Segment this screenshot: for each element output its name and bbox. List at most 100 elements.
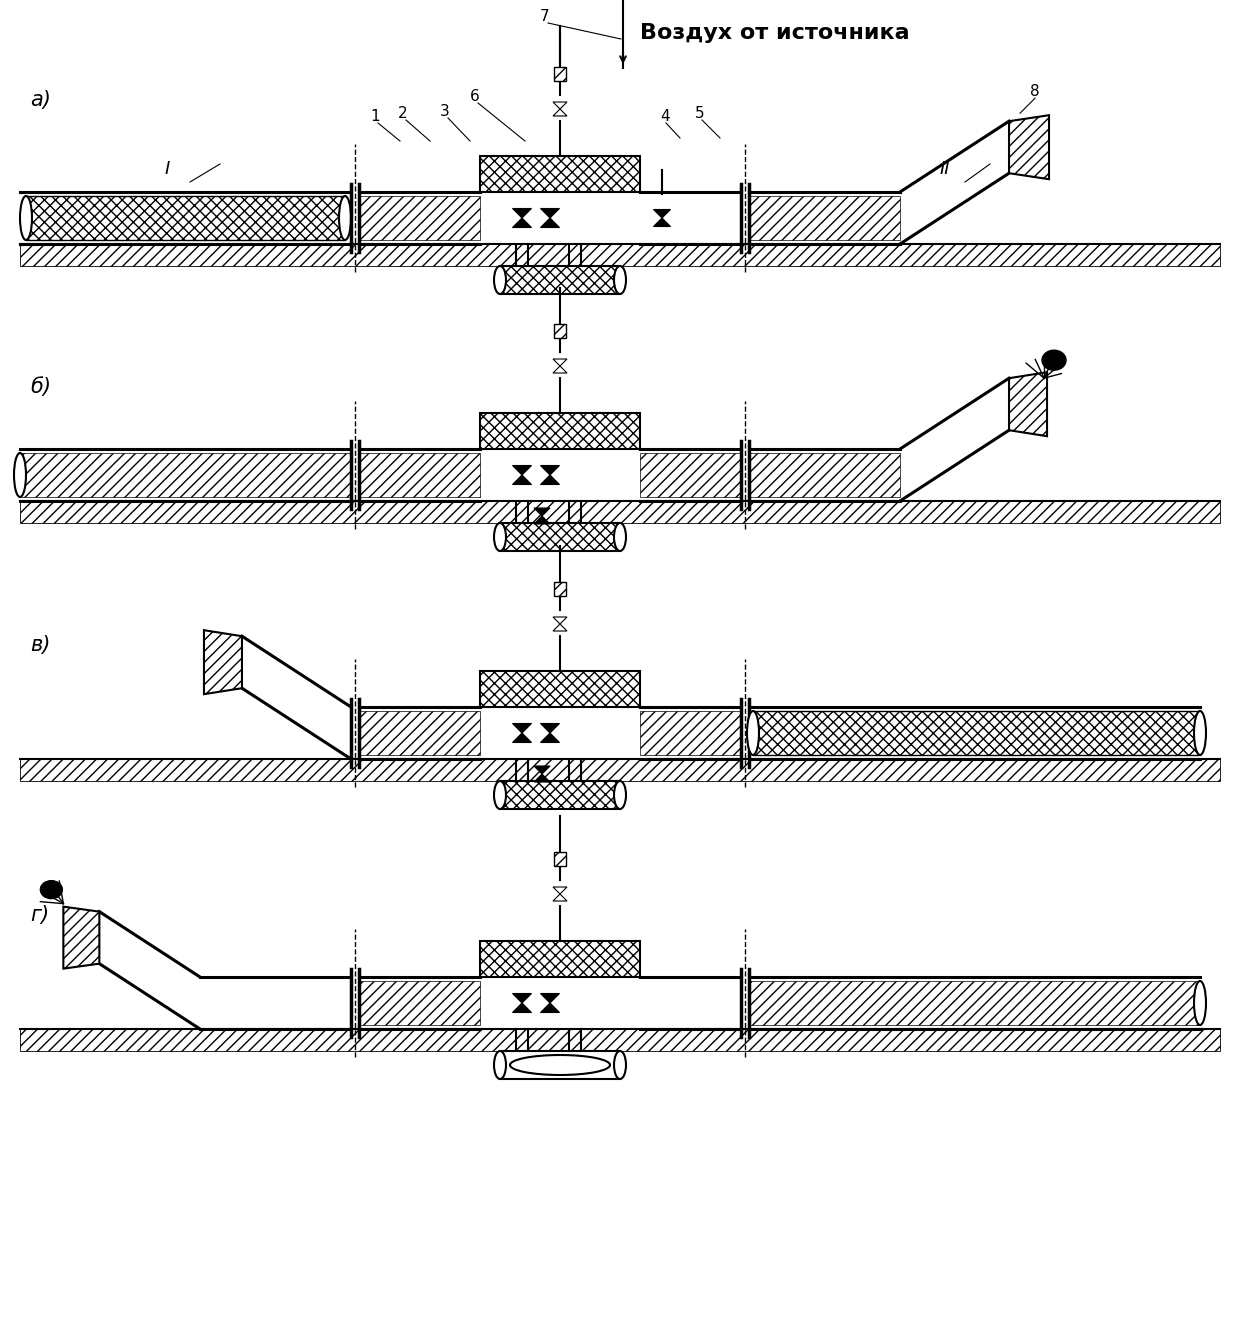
Polygon shape <box>540 733 559 742</box>
Bar <box>20 1029 1220 1050</box>
Polygon shape <box>534 774 550 782</box>
Text: 8: 8 <box>1030 84 1040 99</box>
Text: 3: 3 <box>439 104 449 119</box>
Bar <box>554 67 566 81</box>
Polygon shape <box>553 886 566 894</box>
Bar <box>554 67 566 81</box>
Text: II: II <box>940 160 950 179</box>
Ellipse shape <box>494 267 505 295</box>
Polygon shape <box>513 993 532 1002</box>
Text: 1: 1 <box>370 109 380 124</box>
Ellipse shape <box>494 1050 505 1078</box>
Text: Воздух от источника: Воздух от источника <box>640 23 910 43</box>
Bar <box>753 710 1200 754</box>
Bar <box>500 781 620 809</box>
Text: а): а) <box>30 91 51 111</box>
Bar <box>481 941 640 977</box>
Bar <box>749 981 1200 1025</box>
Bar <box>749 196 900 240</box>
Polygon shape <box>540 993 559 1002</box>
Bar <box>554 583 566 596</box>
Polygon shape <box>1008 115 1050 179</box>
Polygon shape <box>553 359 566 367</box>
Ellipse shape <box>1194 710 1206 754</box>
Ellipse shape <box>494 781 505 809</box>
Polygon shape <box>540 1002 559 1013</box>
Ellipse shape <box>1042 351 1066 371</box>
Bar <box>554 583 566 596</box>
Bar <box>481 670 640 706</box>
Text: 7: 7 <box>540 9 549 24</box>
Ellipse shape <box>494 523 505 551</box>
Ellipse shape <box>510 1054 610 1074</box>
Bar <box>481 413 640 449</box>
Bar <box>481 413 640 449</box>
Polygon shape <box>204 631 242 694</box>
Text: в): в) <box>30 635 50 655</box>
Text: 5: 5 <box>695 107 705 121</box>
Polygon shape <box>553 367 566 373</box>
Bar <box>359 981 481 1025</box>
Text: I: I <box>166 160 171 179</box>
Ellipse shape <box>339 196 351 240</box>
Bar <box>359 710 481 754</box>
Polygon shape <box>513 219 532 228</box>
Bar <box>753 710 1200 754</box>
Polygon shape <box>534 766 550 774</box>
Bar <box>20 758 1220 781</box>
Bar <box>481 670 640 706</box>
Polygon shape <box>513 733 532 742</box>
Text: 6: 6 <box>471 89 479 104</box>
Bar <box>554 852 566 866</box>
Polygon shape <box>63 906 100 969</box>
Bar <box>640 453 741 497</box>
Polygon shape <box>553 103 566 109</box>
Polygon shape <box>540 219 559 228</box>
Polygon shape <box>513 465 532 475</box>
Bar <box>554 852 566 866</box>
Polygon shape <box>654 219 671 227</box>
Bar <box>554 324 566 339</box>
Ellipse shape <box>747 710 759 754</box>
Bar <box>500 267 620 295</box>
Bar <box>20 453 351 497</box>
Bar <box>20 501 1220 523</box>
Ellipse shape <box>614 523 626 551</box>
Ellipse shape <box>40 881 62 898</box>
Polygon shape <box>513 475 532 484</box>
Bar <box>640 710 741 754</box>
Polygon shape <box>540 724 559 733</box>
Text: 4: 4 <box>660 109 670 124</box>
Polygon shape <box>534 516 550 524</box>
Ellipse shape <box>20 196 32 240</box>
Ellipse shape <box>14 453 26 497</box>
Polygon shape <box>534 508 550 516</box>
Polygon shape <box>654 209 671 219</box>
Bar <box>500 523 620 551</box>
Polygon shape <box>540 208 559 219</box>
Bar <box>500 1050 620 1078</box>
Bar <box>481 156 640 192</box>
Ellipse shape <box>614 1050 626 1078</box>
Bar <box>500 781 620 809</box>
Ellipse shape <box>1194 981 1206 1025</box>
Polygon shape <box>513 208 532 219</box>
Polygon shape <box>540 465 559 475</box>
Bar <box>481 156 640 192</box>
Polygon shape <box>553 617 566 624</box>
Polygon shape <box>1008 372 1047 436</box>
Text: б): б) <box>30 377 51 397</box>
Bar <box>481 941 640 977</box>
Bar <box>26 196 345 240</box>
Bar <box>26 196 345 240</box>
Polygon shape <box>513 724 532 733</box>
Text: 2: 2 <box>398 107 407 121</box>
Bar <box>500 267 620 295</box>
Bar <box>749 453 900 497</box>
Polygon shape <box>513 1002 532 1013</box>
Bar <box>20 244 1220 267</box>
Bar <box>500 523 620 551</box>
Bar <box>359 196 481 240</box>
Bar <box>359 453 481 497</box>
Polygon shape <box>553 624 566 631</box>
